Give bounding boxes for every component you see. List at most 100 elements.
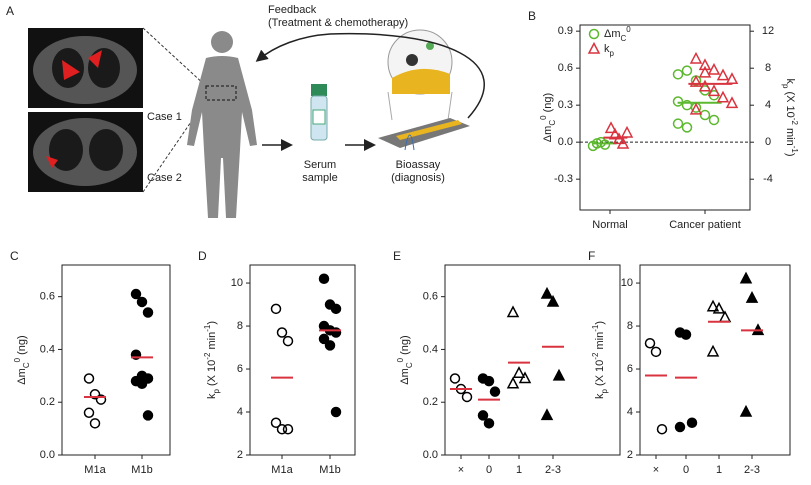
- ct-body: [33, 36, 137, 104]
- data-point: [698, 79, 712, 92]
- y-tick-label: 0.0: [558, 136, 573, 148]
- data-point: [680, 329, 692, 340]
- data-point: [518, 371, 532, 384]
- feedback-label: Feedback: [268, 4, 317, 16]
- data-point: [698, 58, 712, 71]
- data-point: [689, 74, 703, 87]
- panel-letter: B: [528, 9, 536, 23]
- label-part: ): [784, 153, 796, 157]
- label-part: C: [548, 120, 557, 126]
- data-point: [707, 84, 721, 97]
- data-point: [616, 136, 630, 149]
- data-point: [136, 296, 148, 308]
- data-point: [276, 423, 288, 435]
- label-part: k: [594, 393, 606, 399]
- label-part: -1: [790, 146, 799, 154]
- y-tick-label: 4: [237, 406, 243, 418]
- ct-lung: [88, 48, 120, 88]
- data-point: [716, 68, 730, 81]
- label-part: ): [206, 321, 218, 325]
- y2-axis-label: kp (X 10-2 min-1): [781, 78, 799, 156]
- data-point: [552, 368, 566, 381]
- data-point: [483, 418, 495, 429]
- data-point: [706, 344, 720, 357]
- data-point: [270, 417, 282, 429]
- data-point: [599, 139, 611, 150]
- data-point: [699, 109, 711, 121]
- label-part: C: [22, 362, 31, 368]
- label-part: (X 10: [784, 88, 796, 117]
- label-part: min: [206, 332, 218, 353]
- label-part: C: [621, 34, 627, 43]
- data-point: [83, 373, 95, 384]
- panel-letter: C: [10, 249, 19, 263]
- label-part: min: [594, 332, 606, 353]
- vial-label: [312, 109, 326, 125]
- data-point: [672, 96, 684, 107]
- data-point: [540, 286, 554, 299]
- data-point: [650, 346, 662, 358]
- data-point: [672, 118, 684, 129]
- y-tick-label: 0.6: [423, 291, 438, 303]
- y2-tick-label: 12: [762, 25, 774, 37]
- y-tick-label: 4: [627, 406, 633, 418]
- label-part: (ng): [16, 335, 28, 358]
- case-label: Case 1: [147, 111, 182, 123]
- data-point: [461, 391, 473, 403]
- data-point: [130, 288, 142, 300]
- data-point: [725, 96, 739, 109]
- y-tick-label: -0.3: [554, 173, 573, 185]
- label-part: (ng): [399, 335, 411, 358]
- label-part: -2: [790, 118, 799, 126]
- case-label: Case 2: [147, 172, 182, 184]
- legend-marker: [587, 41, 601, 54]
- zoom-line: [142, 27, 207, 87]
- y-axis-label: kp (X 10-2 min-1): [591, 321, 609, 399]
- data-point: [706, 299, 720, 312]
- label-part: ): [594, 321, 606, 325]
- data-point: [604, 121, 618, 134]
- step-label: Serum: [304, 159, 336, 171]
- label-part: (X 10: [206, 360, 218, 389]
- label-part: -2: [591, 352, 600, 360]
- data-point: [483, 375, 495, 387]
- arrow-marker: [88, 50, 102, 68]
- data-point: [318, 333, 330, 345]
- data-point: [708, 114, 720, 126]
- y-tick-label: 0.4: [40, 343, 55, 355]
- label-part: 0: [396, 357, 405, 362]
- label-part: Δm: [399, 368, 411, 385]
- plot-frame: [639, 264, 791, 456]
- panel-letter: F: [588, 249, 595, 263]
- step-label: Bioassay: [396, 159, 441, 171]
- feedback-arrow: [255, 32, 485, 119]
- data-point: [689, 51, 703, 64]
- data-point: [95, 394, 107, 405]
- label-part: (ng): [542, 93, 554, 116]
- y-tick-label: 0.2: [40, 396, 55, 408]
- feedback-label: (Treatment & chemotherapy): [268, 17, 408, 29]
- data-point: [89, 418, 101, 429]
- zoom-line: [387, 91, 393, 121]
- y-axis-label: ΔmC0 (ng): [539, 93, 557, 142]
- data-point: [689, 102, 703, 115]
- x-tick-label: Normal: [592, 219, 627, 231]
- label-part: C: [405, 362, 414, 368]
- zoom-line: [447, 91, 453, 121]
- y-tick-label: 0.6: [40, 291, 55, 303]
- data-point: [330, 327, 342, 338]
- label-part: (X 10: [594, 360, 606, 389]
- ct-lung: [89, 129, 123, 171]
- data-point: [608, 127, 622, 140]
- label-part: Δm: [16, 368, 28, 385]
- data-point: [546, 294, 560, 307]
- x-tick-label: 2-3: [744, 464, 760, 476]
- arrow-marker: [46, 156, 58, 168]
- data-point: [712, 301, 726, 314]
- label-part: Δm: [542, 126, 554, 143]
- particle: [406, 54, 418, 66]
- step-label: (diagnosis): [391, 172, 445, 184]
- data-point: [330, 406, 342, 418]
- data-point: [739, 404, 753, 417]
